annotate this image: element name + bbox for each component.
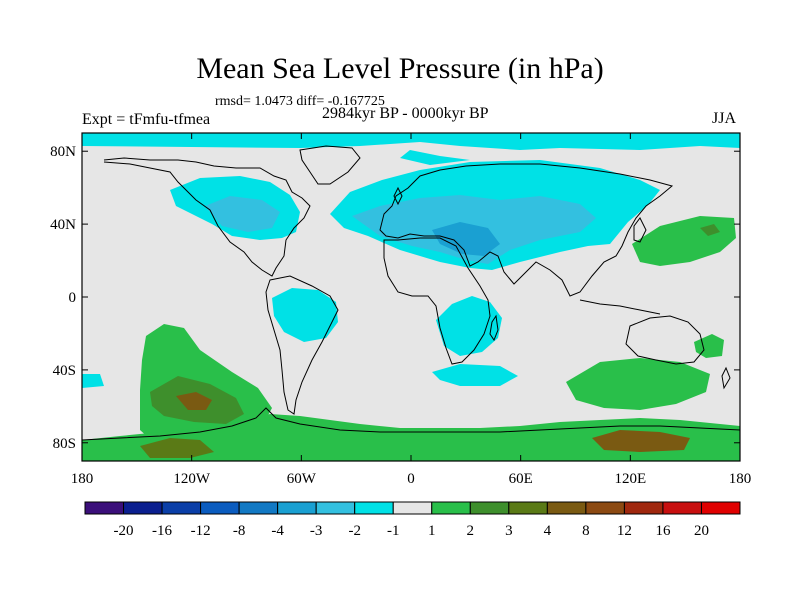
y-tick-label: 40S bbox=[53, 363, 76, 379]
experiment-label: Expt = tFmfu-tfmea bbox=[82, 111, 211, 128]
period-label: 2984kyr BP - 0000kyr BP bbox=[322, 105, 489, 122]
coast-greenland bbox=[299, 145, 361, 185]
season-label: JJA bbox=[712, 110, 737, 127]
colorbar-label: -3 bbox=[310, 523, 323, 539]
colorbar-label: 3 bbox=[505, 523, 513, 539]
colorbar-label: -16 bbox=[152, 523, 172, 539]
colorbar-swatch bbox=[354, 501, 394, 515]
region-north-america-core bbox=[205, 196, 280, 232]
region-nw-pacific-core bbox=[700, 224, 720, 236]
colorbar-label: -8 bbox=[233, 523, 246, 539]
colorbar-swatch bbox=[277, 501, 317, 515]
x-tick-label: 0 bbox=[407, 471, 415, 487]
y-tick-label: 0 bbox=[69, 290, 77, 306]
colorbar-label: -1 bbox=[387, 523, 400, 539]
region-antarctic-band bbox=[82, 414, 740, 461]
colorbar-label: 4 bbox=[544, 523, 552, 539]
coast-north-america bbox=[103, 157, 311, 277]
colorbar-swatch bbox=[469, 501, 510, 515]
colorbar-swatch bbox=[161, 501, 202, 515]
region-southern-indian bbox=[566, 358, 710, 410]
region-east-pacific-40s bbox=[82, 374, 104, 388]
coast-indonesia bbox=[579, 299, 661, 315]
colorbar-label: 20 bbox=[694, 523, 709, 539]
coast-madagascar bbox=[489, 314, 499, 342]
colorbar-swatch bbox=[546, 501, 587, 515]
colorbar-label: 12 bbox=[617, 523, 632, 539]
coast-antarctica bbox=[82, 407, 740, 441]
coast-new-zealand bbox=[721, 366, 731, 390]
colorbar-label: -12 bbox=[191, 523, 211, 539]
coast-eurasia bbox=[379, 163, 674, 297]
colorbar-label: 2 bbox=[467, 523, 475, 539]
region-arctic-nh bbox=[82, 133, 740, 150]
colorbar-swatch bbox=[662, 501, 702, 515]
colorbar-swatch bbox=[84, 501, 125, 515]
colorbar-swatch bbox=[623, 501, 664, 515]
region-middle-east-core bbox=[432, 222, 500, 256]
x-tick-label: 120E bbox=[614, 471, 646, 487]
x-tick-label: 180 bbox=[71, 471, 94, 487]
region-antarctic-core-east bbox=[592, 430, 690, 452]
y-tick-label: 80S bbox=[53, 436, 76, 452]
chart-title: Mean Sea Level Pressure (in hPa) bbox=[196, 52, 604, 85]
colorbar-label: 1 bbox=[428, 523, 436, 539]
axes: 180 120W 60W 0 60E 120E 180 80N 40N 0 40S 80S bbox=[50, 133, 751, 487]
coast-japan bbox=[633, 217, 647, 243]
colorbar-swatch bbox=[508, 501, 548, 515]
coast-australia bbox=[625, 315, 705, 365]
colorbar-label: 8 bbox=[582, 523, 590, 539]
x-tick-label: 60E bbox=[509, 471, 533, 487]
region-north-pacific bbox=[400, 150, 470, 165]
colorbar-swatch bbox=[431, 501, 471, 515]
colorbar-swatch bbox=[123, 501, 163, 515]
anomaly-fields bbox=[82, 133, 740, 461]
stats-line: rmsd= 1.0473 diff= -0.167725 bbox=[215, 94, 385, 109]
y-tick-label: 40N bbox=[50, 217, 76, 233]
coast-south-america bbox=[265, 275, 339, 415]
colorbar-swatch bbox=[200, 501, 240, 515]
x-tick-label: 60W bbox=[287, 471, 317, 487]
colorbar-label: -4 bbox=[271, 523, 284, 539]
colorbar-label: -20 bbox=[114, 523, 134, 539]
region-southern-africa bbox=[436, 296, 502, 356]
coastlines bbox=[82, 145, 740, 441]
coast-africa bbox=[383, 237, 491, 365]
colorbar-swatch bbox=[315, 501, 356, 515]
region-antarctic-core-west bbox=[140, 438, 214, 458]
y-tick-label: 80N bbox=[50, 144, 76, 160]
x-tick-label: 180 bbox=[729, 471, 752, 487]
region-south-atlantic bbox=[432, 364, 518, 386]
coast-uk bbox=[393, 186, 403, 206]
region-tropical-atlantic bbox=[272, 288, 338, 342]
colorbar-swatch bbox=[392, 501, 433, 515]
colorbar-swatch bbox=[585, 501, 625, 515]
colorbar: -20 -16 -12 -8 -4 -3 -2 -1 1 2 3 4 8 12 16 20 bbox=[84, 501, 741, 539]
region-south-pacific-core bbox=[176, 392, 212, 410]
colorbar-swatch bbox=[700, 501, 741, 515]
colorbar-label: -2 bbox=[348, 523, 361, 539]
x-tick-label: 120W bbox=[173, 471, 211, 487]
colorbar-label: 16 bbox=[655, 523, 671, 539]
colorbar-swatch bbox=[238, 501, 279, 515]
